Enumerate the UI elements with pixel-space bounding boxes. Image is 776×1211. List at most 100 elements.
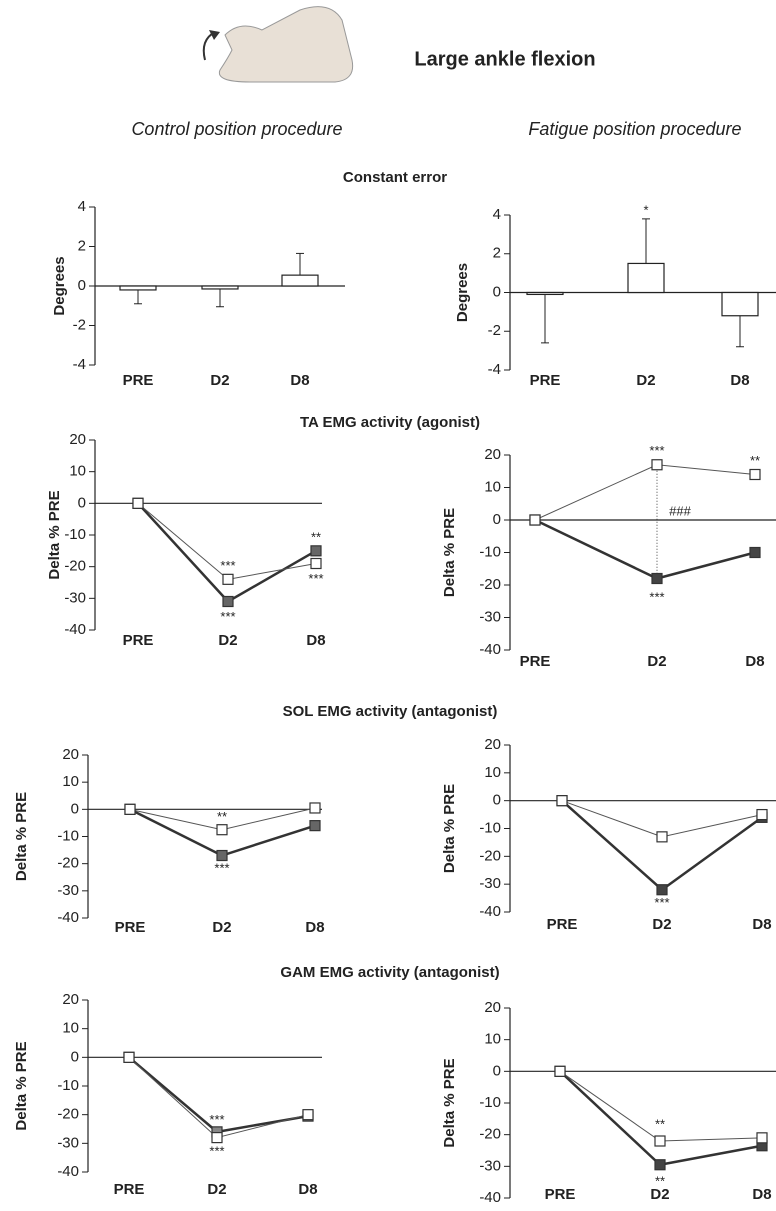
y-tick-label: -4 xyxy=(73,356,86,373)
x-tick-label: PRE xyxy=(547,916,578,933)
x-tick-label: D2 xyxy=(650,1186,669,1203)
y-tick-label: 2 xyxy=(78,237,86,254)
row-title: SOL EMG activity (antagonist) xyxy=(283,703,498,720)
y-tick-label: 20 xyxy=(62,991,79,1008)
y-tick-label: -2 xyxy=(73,316,86,333)
y-axis-label: Degrees xyxy=(454,263,471,322)
foot-icon xyxy=(202,6,354,83)
marker xyxy=(656,831,668,843)
annotation: ** xyxy=(655,1174,665,1189)
marker xyxy=(554,1065,566,1077)
y-tick-label: -2 xyxy=(488,322,501,339)
x-tick-label: D8 xyxy=(306,632,325,649)
marker xyxy=(309,802,321,814)
y-tick-label: -30 xyxy=(64,589,86,606)
y-tick-label: -20 xyxy=(479,847,501,864)
x-tick-label: PRE xyxy=(530,372,561,389)
annotation: *** xyxy=(220,558,235,573)
bar xyxy=(281,274,319,287)
marker xyxy=(529,514,541,526)
bar xyxy=(627,262,665,294)
y-tick-label: -20 xyxy=(57,1106,79,1123)
bar xyxy=(721,291,759,317)
x-tick-label: D2 xyxy=(647,653,666,670)
marker xyxy=(556,795,568,807)
marker xyxy=(756,808,768,821)
y-tick-label: 4 xyxy=(493,206,501,223)
x-tick-label: D2 xyxy=(652,916,671,933)
y-tick-label: -20 xyxy=(57,855,79,872)
marker xyxy=(302,1109,314,1121)
y-tick-label: 20 xyxy=(69,431,86,448)
y-tick-label: 0 xyxy=(493,511,501,528)
marker xyxy=(654,1159,666,1171)
y-axis-label: Delta % PRE xyxy=(46,490,63,579)
y-tick-label: -20 xyxy=(479,576,501,593)
x-tick-label: D8 xyxy=(305,919,324,936)
marker xyxy=(216,824,228,836)
bar xyxy=(119,285,157,291)
marker xyxy=(124,803,136,815)
y-tick-label: -40 xyxy=(57,1163,79,1180)
row-title: Constant error xyxy=(343,169,447,186)
marker xyxy=(656,884,668,896)
series-line xyxy=(534,464,756,521)
y-tick-label: -30 xyxy=(479,875,501,892)
y-tick-label: -10 xyxy=(57,827,79,844)
x-tick-label: D8 xyxy=(298,1181,317,1198)
y-tick-label: 20 xyxy=(484,999,501,1016)
marker xyxy=(222,573,234,585)
marker xyxy=(749,468,761,481)
annotation: *** xyxy=(220,609,235,624)
x-tick-label: D2 xyxy=(210,372,229,389)
annotation: ### xyxy=(669,503,691,518)
row-title: GAM EMG activity (antagonist) xyxy=(280,964,499,981)
y-tick-label: 10 xyxy=(484,764,501,781)
marker xyxy=(222,595,234,608)
annotation: *** xyxy=(308,571,323,586)
marker xyxy=(216,849,228,862)
y-axis-label: Delta % PRE xyxy=(441,508,458,597)
marker xyxy=(651,459,663,471)
y-tick-label: 4 xyxy=(78,198,86,215)
y-tick-label: -10 xyxy=(479,543,501,560)
annotation: *** xyxy=(654,895,669,910)
x-tick-label: PRE xyxy=(520,653,551,670)
x-tick-label: D8 xyxy=(752,1186,771,1203)
y-tick-label: 10 xyxy=(484,1031,501,1048)
y-tick-label: -20 xyxy=(64,558,86,575)
y-tick-label: 10 xyxy=(62,1020,79,1037)
y-tick-label: -4 xyxy=(488,361,501,378)
y-tick-label: -30 xyxy=(479,608,501,625)
marker xyxy=(749,546,761,559)
y-tick-label: 20 xyxy=(484,736,501,753)
y-tick-label: 20 xyxy=(484,446,501,463)
y-tick-label: -20 xyxy=(479,1126,501,1143)
marker xyxy=(132,497,144,509)
annotation: *** xyxy=(214,861,229,876)
y-tick-label: -10 xyxy=(64,526,86,543)
y-tick-label: -30 xyxy=(57,882,79,899)
x-tick-label: D2 xyxy=(212,919,231,936)
y-tick-label: 10 xyxy=(62,773,79,790)
x-tick-label: D2 xyxy=(207,1181,226,1198)
y-axis-label: Delta % PRE xyxy=(441,1058,458,1147)
column-label: Fatigue position procedure xyxy=(528,119,741,139)
annotation: ** xyxy=(217,809,227,824)
y-tick-label: -40 xyxy=(479,641,501,658)
marker xyxy=(654,1135,666,1147)
y-tick-label: 10 xyxy=(484,478,501,495)
marker xyxy=(756,1132,768,1144)
y-tick-label: 0 xyxy=(78,277,86,294)
y-axis-label: Delta % PRE xyxy=(13,1041,30,1130)
annotation: *** xyxy=(209,1143,224,1158)
y-tick-label: 0 xyxy=(493,792,501,809)
y-tick-label: 10 xyxy=(69,463,86,480)
y-tick-label: -10 xyxy=(479,819,501,836)
y-axis-label: Delta % PRE xyxy=(13,792,30,881)
annotation: ** xyxy=(311,530,321,545)
annotation: ** xyxy=(750,453,760,468)
x-tick-label: PRE xyxy=(545,1186,576,1203)
row-title: TA EMG activity (agonist) xyxy=(300,414,480,431)
y-tick-label: -10 xyxy=(479,1094,501,1111)
